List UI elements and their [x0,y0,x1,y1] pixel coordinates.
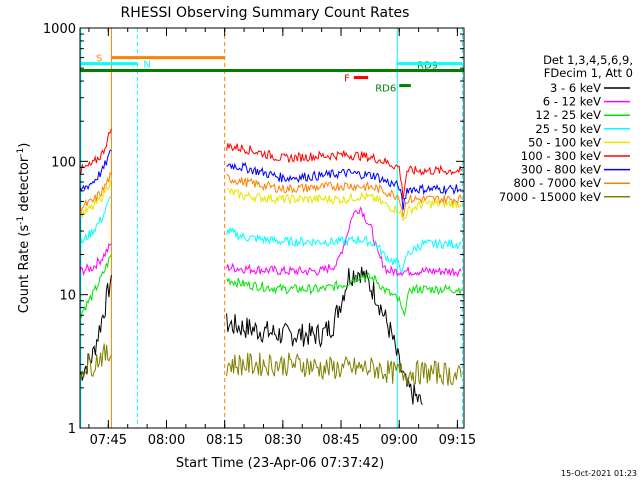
series-1 [79,206,462,278]
legend-header-1: FDecim 1, Att 0 [544,66,633,80]
x-tick-label-3: 08:30 [264,433,301,448]
legend-label-3: 25 - 50 keV [535,122,601,136]
series-2-line-0 [79,254,112,319]
legend-label-0: 3 - 6 keV [550,81,601,95]
series-7 [79,171,462,218]
series-2 [79,254,462,319]
plot-area: S N F RD9 RD6 [79,28,464,428]
y-label-part1: Count Rate (s [17,225,32,314]
y-label-sup2: -1 [16,148,26,157]
chart-title: RHESSI Observing Summary Count Rates [121,5,410,21]
y-label-part2: detector [17,156,32,216]
series-8-line-1 [226,352,462,386]
legend-label-7: 800 - 7000 keV [513,176,601,190]
series-8-line-0 [79,343,112,380]
legend-label-1: 6 - 12 keV [543,95,601,109]
series-8 [79,343,462,386]
series-7-line-1 [226,173,462,218]
x-tick-label-6: 09:15 [439,433,476,448]
series-0 [79,266,423,405]
series-1-line-0 [79,243,112,277]
y-tick-label-3: 1000 [43,22,76,37]
series-4-line-1 [226,187,462,223]
y-tick-label-2: 100 [51,155,76,170]
series-2-line-1 [226,272,462,318]
x-tick-label-2: 08:15 [206,433,243,448]
x-tick-label-0: 07:45 [90,433,127,448]
legend-label-8: 7000 - 15000 keV [499,190,601,204]
series-3-line-0 [79,195,112,247]
footer-date: 15-Oct-2021 01:23 [561,469,637,478]
annotation-label-4: RD6 [375,84,396,95]
series-5-line-0 [79,128,112,175]
series-5 [79,128,462,200]
y-axis-label: Count Rate (s-1 detector-1) [16,143,32,314]
legend-label-4: 50 - 100 keV [528,135,601,149]
series-3 [79,195,462,274]
y-tick-label-1: 10 [59,289,76,304]
x-tick-label-4: 08:45 [322,433,359,448]
y-label-sup1: -1 [16,216,26,225]
legend: Det 1,3,4,5,6,9,FDecim 1, Att 03 - 6 keV… [499,53,633,204]
legend-header-0: Det 1,3,4,5,6,9, [543,53,633,67]
y-label-part3: ) [17,143,32,148]
series-6-line-0 [79,149,112,192]
axes: 07:45 08:00 08:15 08:30 08:45 09:00 09:15 1 10 10… [43,22,476,448]
annotation-label-3: RD9 [417,61,438,72]
annotation-label-0: S [96,54,102,65]
series-7-line-0 [79,171,112,214]
series-1-line-1 [226,206,462,278]
series-5-line-1 [226,142,462,200]
series-0-line-1 [226,266,423,405]
series-3-line-1 [226,226,462,274]
x-axis-label: Start Time (23-Apr-06 07:37:42) [176,456,384,471]
x-tick-label-1: 08:00 [148,433,185,448]
y-tick-label-0: 1 [68,422,76,437]
plot-frame [79,27,465,429]
series-6 [79,149,462,211]
series-0-line-0 [79,275,112,381]
series-4-line-0 [79,177,112,219]
legend-label-5: 100 - 300 keV [521,149,601,163]
annotation-label-1: N [143,60,150,71]
legend-label-2: 12 - 25 keV [535,108,601,122]
series-6-line-1 [226,161,462,211]
x-tick-label-5: 09:00 [380,433,417,448]
legend-label-6: 300 - 800 keV [521,163,601,177]
annotation-label-2: F [344,74,350,85]
series-4 [79,177,462,223]
